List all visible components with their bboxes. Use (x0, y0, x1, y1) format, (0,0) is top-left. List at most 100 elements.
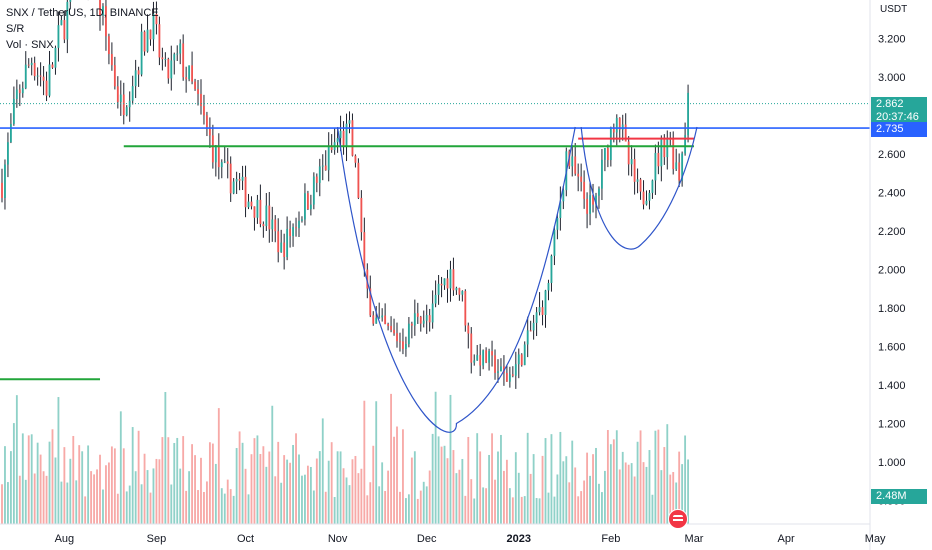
candle-body (125, 107, 128, 116)
candle-body (618, 117, 621, 130)
candle-body (431, 303, 434, 323)
candle-body (336, 138, 339, 143)
candle-body (378, 317, 381, 319)
time-tick-label: Aug (55, 533, 75, 545)
candle-body (598, 188, 600, 196)
candle-body (327, 146, 330, 171)
volume-bar (601, 492, 603, 524)
candle-body (648, 192, 651, 201)
candle-body (119, 94, 122, 102)
volume-bar (651, 494, 654, 524)
candle-body (678, 162, 681, 181)
time-tick-label: Oct (237, 533, 254, 545)
volume-bar (636, 441, 639, 524)
handle-curve[interactable] (580, 126, 698, 250)
candle-body (170, 60, 173, 79)
volume-bar (422, 481, 425, 524)
volume-bar (381, 462, 384, 524)
candle-body (559, 201, 562, 218)
candle-body (277, 231, 280, 253)
volume-bar (428, 470, 431, 524)
candle-body (422, 320, 425, 324)
volume-bar (639, 430, 642, 524)
volume-bar (15, 395, 18, 524)
candle-body (309, 204, 312, 210)
candle-body (176, 53, 179, 55)
volume-bar (84, 496, 87, 524)
volume-bar (336, 451, 339, 524)
indicator-volume-label[interactable]: Vol · SNX (6, 39, 54, 51)
volume-bar (102, 489, 104, 524)
candle-body (36, 75, 39, 77)
volume-bar (586, 452, 589, 524)
volume-bar (657, 429, 660, 524)
volume-bar (669, 474, 672, 524)
volume-bar (206, 481, 208, 524)
candle-body (143, 31, 146, 52)
volume-bar (265, 466, 268, 524)
candle-body (173, 54, 176, 61)
candle-body (247, 201, 250, 208)
volume-bar (333, 497, 336, 524)
candle-body (449, 269, 452, 289)
volume-bar (122, 448, 125, 524)
candle-body (185, 77, 188, 80)
candle-body (390, 325, 392, 330)
volume-bar (256, 435, 259, 524)
candle-body (416, 313, 419, 317)
candle-body (27, 64, 30, 66)
candle-body (547, 282, 550, 291)
volume-bar (541, 455, 544, 524)
volume-bar (663, 447, 666, 524)
volume-bar (167, 437, 170, 524)
candle-body (351, 120, 354, 156)
volume-bar (514, 452, 517, 524)
volume-bar (339, 451, 342, 524)
volume-bar (360, 468, 363, 524)
candle-body (592, 195, 594, 205)
volume-bar (351, 459, 354, 524)
volume-bar (51, 429, 54, 524)
volume-bar (214, 463, 217, 524)
volume-bar (473, 498, 476, 524)
volume-bar (110, 446, 113, 524)
candle-body (482, 350, 485, 366)
volume-bar (66, 482, 69, 524)
volume-bar (687, 459, 689, 524)
symbol-title[interactable]: SNX / TetherUS, 1D, BINANCE (6, 7, 159, 19)
volume-bar (18, 475, 21, 524)
volume-bar (280, 482, 283, 524)
candle-body (39, 75, 42, 77)
volume-bar (345, 477, 348, 524)
volume-bar (621, 451, 624, 524)
time-tick-label: 2023 (507, 533, 531, 545)
candle-body (511, 374, 514, 376)
volume-bar (612, 439, 615, 524)
volume-bar (69, 458, 72, 524)
volume-bar (580, 491, 583, 524)
candle-body (399, 341, 401, 343)
cup-curve[interactable] (337, 126, 576, 433)
us-flag-icon[interactable] (668, 509, 688, 529)
volume-bar (155, 458, 158, 524)
candle-body (271, 219, 274, 230)
volume-bar (354, 455, 357, 524)
candle-body (286, 228, 289, 257)
indicator-sr-label[interactable]: S/R (6, 23, 25, 35)
candle-body (675, 162, 678, 170)
volume-bar (606, 430, 609, 524)
volume-bar (211, 443, 214, 524)
candle-body (505, 373, 508, 382)
candle-body (274, 219, 277, 232)
candle-body (535, 312, 538, 323)
volume-bar (286, 459, 289, 524)
time-tick-label: Nov (328, 533, 348, 545)
candle-body (223, 161, 226, 163)
volume-bar (229, 489, 232, 524)
candle-body (324, 165, 327, 171)
volume-bar (678, 451, 681, 524)
candle-body (298, 220, 300, 229)
candle-body (434, 294, 437, 304)
volume-bar (645, 466, 648, 524)
